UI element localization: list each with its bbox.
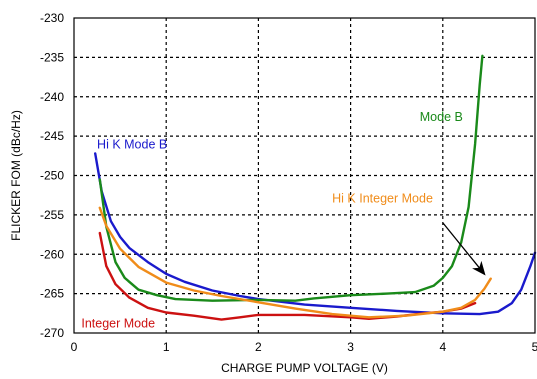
y-tick-label: -240 (40, 90, 64, 104)
y-tick-label: -265 (40, 287, 64, 301)
x-tick-label: 1 (163, 340, 170, 354)
series-line-hi-k-integer-mode (98, 206, 492, 319)
series-labels: Hi K Mode B Integer Mode Mode B Hi K Intege… (81, 110, 462, 330)
y-tick-label: -245 (40, 129, 64, 143)
series-label-hi-k-integer-mode: Hi K Integer Mode (332, 191, 433, 205)
series-lines (94, 54, 537, 321)
x-tick-label: 0 (71, 340, 78, 354)
x-axis-title: CHARGE PUMP VOLTAGE (V) (221, 361, 388, 375)
plot-frame (73, 17, 536, 334)
y-tick-label: -250 (40, 169, 64, 183)
series-line-mode-b (98, 54, 484, 302)
annotation-arrow (442, 222, 486, 276)
y-axis-title: FLICKER FOM (dBc/Hz) (9, 110, 23, 241)
y-tick-labels: -230 -235 -240 -245 -250 -255 -260 -265 -270 (40, 11, 64, 340)
y-tick-label: -230 (40, 11, 64, 25)
y-tick-label: -260 (40, 247, 64, 261)
grid-lines (74, 18, 535, 333)
series-label-hi-k-mode-b: Hi K Mode B (97, 138, 167, 152)
x-tick-label: 2 (255, 340, 262, 354)
x-tick-labels: 0 1 2 3 4 5 (71, 340, 537, 354)
series-label-integer-mode: Integer Mode (81, 316, 155, 330)
series-label-mode-b: Mode B (420, 110, 463, 124)
y-tick-label: -235 (40, 50, 64, 64)
y-tick-label: -255 (40, 208, 64, 222)
x-tick-label: 3 (347, 340, 354, 354)
x-tick-label: 5 (532, 340, 537, 354)
annotation-arrow-line (442, 222, 486, 276)
series-line-hi-k-mode-b (94, 152, 537, 316)
x-tick-label: 4 (439, 340, 446, 354)
y-tick-label: -270 (40, 326, 64, 340)
